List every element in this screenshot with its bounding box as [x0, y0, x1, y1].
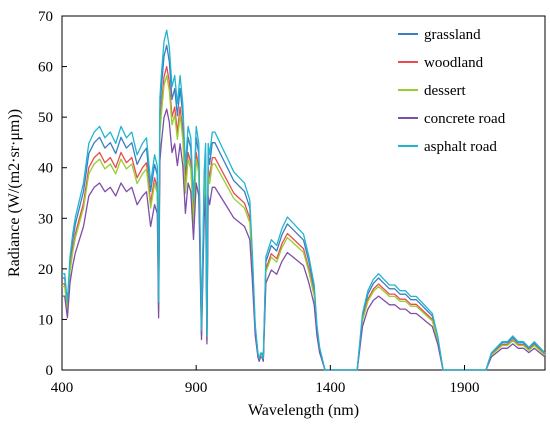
y-tick-label: 0 — [46, 363, 54, 379]
series-lines — [62, 29, 546, 371]
x-tick-label: 900 — [185, 380, 208, 396]
legend-label: dessert — [424, 83, 466, 99]
legend-label: grassland — [424, 27, 481, 43]
series-line-grassland — [62, 44, 546, 371]
y-tick-label: 70 — [38, 9, 53, 25]
y-tick-label: 60 — [38, 60, 53, 76]
y-axis-label: Radiance (W/(m2·sr·μm)) — [6, 109, 23, 277]
x-tick-label: 1400 — [315, 380, 345, 396]
plot-frame — [61, 15, 546, 371]
y-tick-label: 20 — [38, 262, 53, 278]
y-axis-ticks: 0 10 20 30 40 50 60 70 — [38, 9, 67, 379]
legend-label: asphalt road — [424, 139, 497, 155]
legend: grassland woodland dessert concrete road asp… — [398, 27, 506, 155]
x-axis-ticks: 400 900 1400 1900 — [51, 365, 480, 396]
y-tick-label: 50 — [38, 110, 53, 126]
x-tick-label: 1900 — [450, 380, 480, 396]
x-tick-label: 400 — [51, 380, 74, 396]
legend-label: concrete road — [424, 111, 506, 127]
legend-label: woodland — [424, 55, 484, 71]
x-axis-label: Wavelength (nm) — [248, 402, 359, 419]
series-line-asphalt-road — [62, 29, 546, 371]
y-tick-label: 10 — [38, 312, 53, 328]
y-tick-label: 30 — [38, 211, 53, 227]
y-tick-label: 40 — [38, 161, 53, 177]
plot-area: 400 900 1400 1900 0 10 20 30 40 50 60 70 — [38, 9, 546, 396]
